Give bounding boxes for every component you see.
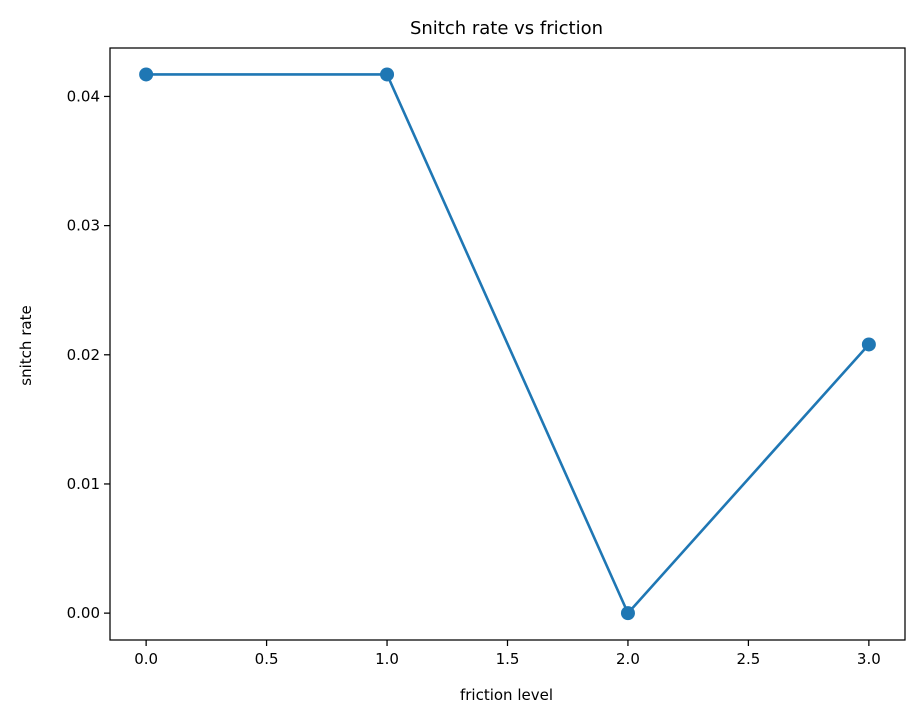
y-axis-label: snitch rate — [17, 305, 35, 385]
x-axis-label: friction level — [460, 686, 553, 704]
x-tick-label: 1.0 — [375, 650, 399, 668]
x-tick-label: 1.5 — [496, 650, 520, 668]
data-point — [620, 606, 635, 621]
x-tick-label: 0.0 — [134, 650, 158, 668]
data-point — [861, 337, 876, 352]
y-tick-label: 0.01 — [67, 475, 100, 493]
x-tick-label: 0.5 — [255, 650, 279, 668]
x-tick-label: 2.0 — [616, 650, 640, 668]
data-point — [139, 67, 154, 82]
y-tick-label: 0.04 — [67, 87, 100, 105]
data-point — [380, 67, 395, 82]
y-tick-label: 0.02 — [67, 346, 100, 364]
x-tick-label: 2.5 — [736, 650, 760, 668]
y-tick-label: 0.03 — [67, 217, 100, 235]
y-axis: 0.00 0.01 0.02 0.03 0.04 — [67, 87, 110, 622]
y-tick-label: 0.00 — [67, 604, 100, 622]
series-line — [146, 73, 870, 615]
plot-area — [139, 67, 876, 621]
x-axis: 0.0 0.5 1.0 1.5 2.0 2.5 3.0 — [134, 640, 881, 668]
chart-title: Snitch rate vs friction — [410, 18, 603, 39]
x-tick-label: 3.0 — [857, 650, 881, 668]
